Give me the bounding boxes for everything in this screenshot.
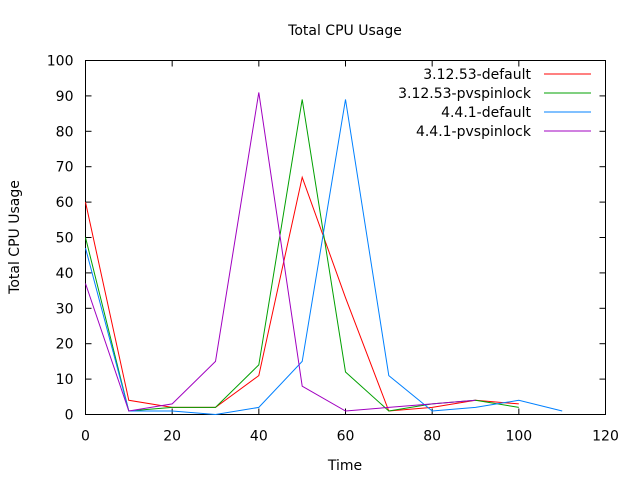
series-line-3: [85, 99, 563, 416]
y-tick-label: 90: [56, 89, 74, 105]
y-tick-label: 100: [47, 54, 74, 70]
x-tick-label: 120: [592, 429, 619, 445]
y-tick-label: 60: [56, 195, 74, 211]
series-lines: [85, 92, 563, 416]
series-line-4: [85, 92, 476, 412]
legend: 3.12.53-default 3.12.53-pvspinlock 4.4.1-d…: [398, 67, 591, 140]
x-tick-label: 20: [163, 429, 181, 445]
y-axis-label: Total CPU Usage: [7, 180, 23, 295]
series-line-2: [85, 99, 519, 412]
legend-label-1: 3.12.53-default: [423, 67, 531, 83]
legend-label-2: 3.12.53-pvspinlock: [398, 86, 532, 102]
y-tick-label: 70: [56, 160, 74, 176]
series-line-1: [85, 175, 519, 412]
y-tick-label: 0: [65, 408, 74, 424]
axis-ticks: 0 20 40 60 80 100 120 0 10 20 30 40 50 60 70 80 90 100: [47, 54, 619, 445]
y-tick-label: 30: [56, 301, 74, 317]
y-tick-label: 10: [56, 372, 74, 388]
x-tick-label: 80: [423, 429, 441, 445]
y-tick-label: 50: [56, 231, 74, 247]
x-axis-label: Time: [327, 458, 362, 474]
chart-title: Total CPU Usage: [287, 23, 402, 39]
x-tick-label: 100: [505, 429, 532, 445]
x-tick-label: 60: [337, 429, 355, 445]
y-tick-label: 20: [56, 337, 74, 353]
legend-label-4: 4.4.1-pvspinlock: [416, 124, 532, 140]
x-tick-label: 0: [81, 429, 90, 445]
legend-label-3: 4.4.1-default: [441, 105, 531, 121]
y-tick-label: 40: [56, 266, 74, 282]
x-tick-label: 40: [250, 429, 268, 445]
y-tick-label: 80: [56, 124, 74, 140]
